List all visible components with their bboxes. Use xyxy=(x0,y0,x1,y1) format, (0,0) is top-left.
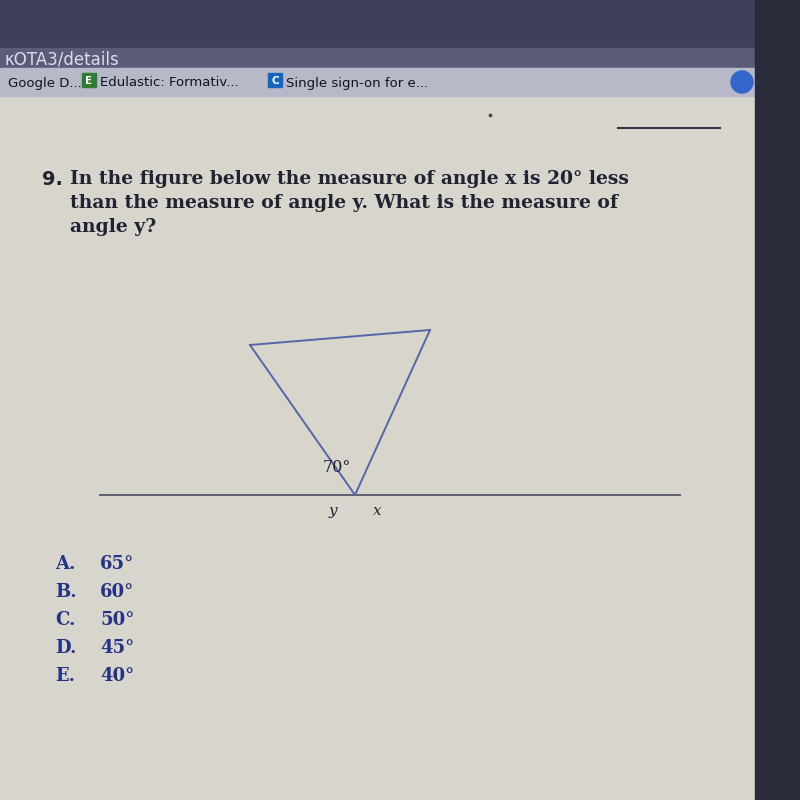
Text: x: x xyxy=(373,504,382,518)
Text: 40°: 40° xyxy=(100,667,134,685)
Text: κOTA3/details: κOTA3/details xyxy=(5,50,120,68)
Text: C: C xyxy=(271,76,279,86)
Text: C.: C. xyxy=(55,611,75,629)
Text: 9.: 9. xyxy=(42,170,63,189)
Bar xyxy=(0,0,755,62)
Bar xyxy=(0,96,755,800)
Text: 45°: 45° xyxy=(100,639,134,657)
Text: Single sign-on for e...: Single sign-on for e... xyxy=(286,77,428,90)
Text: 70°: 70° xyxy=(323,458,351,475)
Bar xyxy=(268,73,282,87)
Text: 65°: 65° xyxy=(100,555,134,573)
Text: Edulastic: Formativ...: Edulastic: Formativ... xyxy=(100,77,238,90)
Text: angle y?: angle y? xyxy=(70,218,156,236)
Text: E: E xyxy=(86,76,93,86)
Bar xyxy=(755,0,800,800)
Bar xyxy=(0,68,755,96)
Text: A.: A. xyxy=(55,555,75,573)
Bar xyxy=(82,73,96,87)
Text: B.: B. xyxy=(55,583,77,601)
Circle shape xyxy=(731,71,753,93)
Text: 60°: 60° xyxy=(100,583,134,601)
Text: 50°: 50° xyxy=(100,611,134,629)
Text: Google D...: Google D... xyxy=(8,77,82,90)
Text: D.: D. xyxy=(55,639,76,657)
Text: In the figure below the measure of angle x is 20° less: In the figure below the measure of angle… xyxy=(70,170,629,188)
Text: than the measure of angle y. What is the measure of: than the measure of angle y. What is the… xyxy=(70,194,618,212)
Text: y: y xyxy=(329,504,338,518)
Text: E.: E. xyxy=(55,667,75,685)
Bar xyxy=(0,48,755,68)
